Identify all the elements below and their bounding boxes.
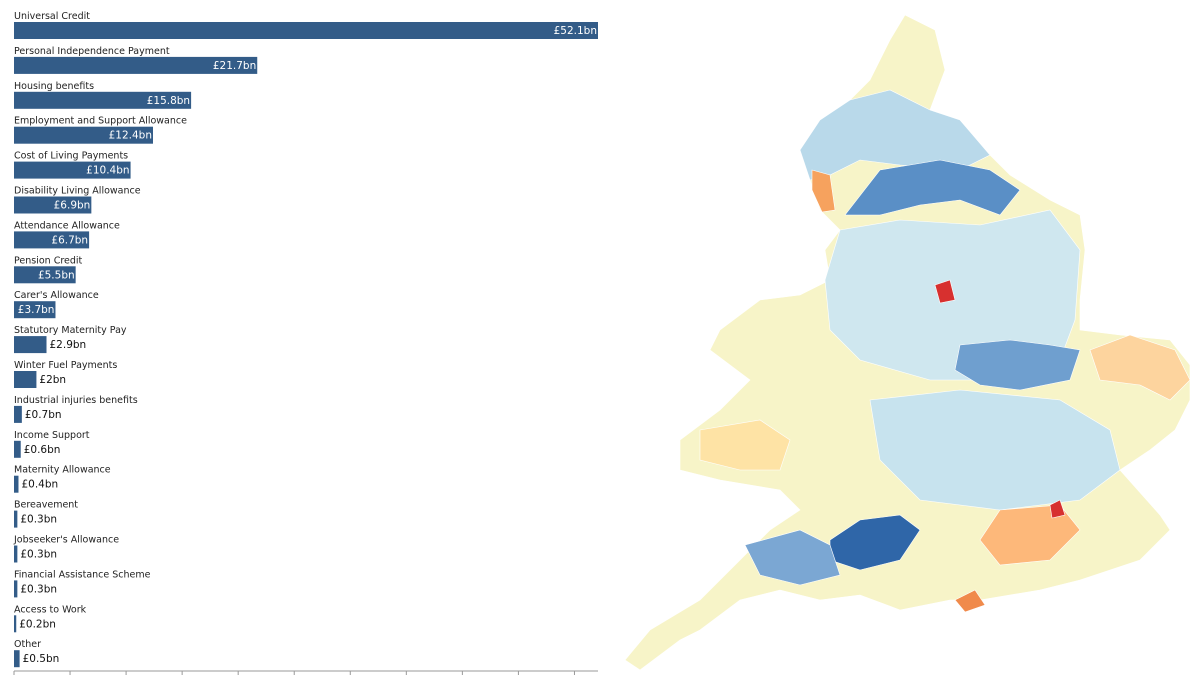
value-label: £12.4bn xyxy=(109,130,152,142)
category-label: Financial Assistance Scheme xyxy=(14,569,151,580)
value-label: £15.8bn xyxy=(147,95,190,107)
bar xyxy=(14,475,19,493)
category-label: Statutory Maternity Pay xyxy=(14,325,127,336)
category-label: Other xyxy=(14,639,41,650)
bar-chart: Universal Credit £52.1bn Personal Independ… xyxy=(13,11,598,675)
bar xyxy=(14,440,21,458)
value-label: £6.9bn xyxy=(54,200,91,212)
value-label: £0.6bn xyxy=(24,444,61,456)
bar xyxy=(14,510,18,528)
category-label: Bereavement xyxy=(14,500,78,511)
category-label: Housing benefits xyxy=(14,81,94,92)
map-region xyxy=(934,279,1066,519)
category-label: Employment and Support Allowance xyxy=(14,116,187,127)
bar xyxy=(14,196,92,214)
bar xyxy=(14,336,47,354)
category-label: Jobseeker's Allowance xyxy=(13,535,119,546)
category-label: Attendance Allowance xyxy=(14,220,120,231)
category-label: Maternity Allowance xyxy=(14,465,111,476)
value-label: £5.5bn xyxy=(38,269,75,281)
bar xyxy=(14,545,18,563)
bar xyxy=(14,615,17,633)
map-region xyxy=(844,159,1021,216)
bar xyxy=(14,91,192,109)
map-region xyxy=(869,389,1121,511)
map-region xyxy=(799,89,991,181)
value-label: £52.1bn xyxy=(554,25,597,37)
value-label: £0.2bn xyxy=(19,618,56,630)
category-label: Personal Independence Payment xyxy=(14,46,170,57)
value-label: £0.3bn xyxy=(20,549,57,561)
value-label: £0.3bn xyxy=(20,514,57,526)
bar xyxy=(14,56,258,74)
map-region xyxy=(811,169,836,213)
category-label: Access to Work xyxy=(14,604,87,615)
value-label: £0.4bn xyxy=(21,479,58,491)
map-region xyxy=(744,529,841,586)
map-region xyxy=(1089,334,1191,401)
bar xyxy=(14,580,18,598)
category-label: Carer's Allowance xyxy=(14,290,99,301)
category-label: Universal Credit xyxy=(14,11,90,22)
map-region xyxy=(699,419,791,471)
category-label: Income Support xyxy=(14,430,90,441)
category-label: Pension Credit xyxy=(14,255,83,266)
category-label: Disability Living Allowance xyxy=(14,186,141,197)
bar xyxy=(14,371,37,388)
bar xyxy=(14,266,76,284)
category-label: Winter Fuel Payments xyxy=(14,360,117,371)
value-label: £0.7bn xyxy=(25,409,62,421)
map-region xyxy=(954,339,1081,391)
bar xyxy=(14,126,153,144)
bar xyxy=(14,161,131,179)
bar xyxy=(14,405,22,423)
category-label: Industrial injuries benefits xyxy=(14,395,138,406)
value-label: £0.5bn xyxy=(23,653,60,665)
value-label: £3.7bn xyxy=(18,304,55,316)
value-label: £6.7bn xyxy=(51,234,88,246)
value-label: £2bn xyxy=(39,374,66,386)
value-label: £21.7bn xyxy=(213,60,256,72)
map-region xyxy=(954,589,986,613)
bar xyxy=(14,301,56,319)
bar xyxy=(14,22,598,39)
map xyxy=(624,14,1191,671)
value-label: £2.9bn xyxy=(50,339,87,351)
bar xyxy=(14,231,90,249)
value-label: £0.3bn xyxy=(20,583,57,595)
bar xyxy=(14,650,20,668)
category-label: Cost of Living Payments xyxy=(14,151,128,162)
value-label: £10.4bn xyxy=(86,165,129,177)
